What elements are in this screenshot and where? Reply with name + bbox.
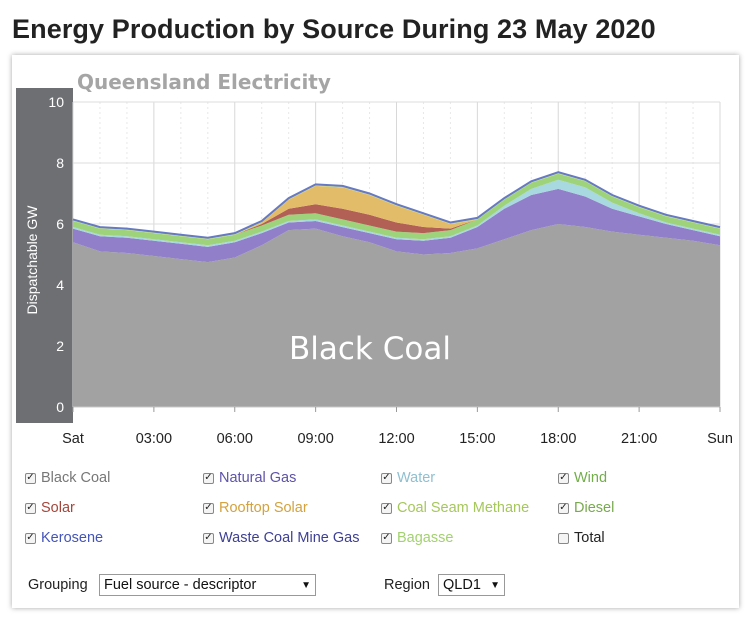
area-rooftop-solar bbox=[73, 173, 720, 240]
area-solar bbox=[73, 173, 720, 240]
grouping-label: Grouping bbox=[28, 577, 88, 593]
x-tick-label: 03:00 bbox=[136, 431, 172, 447]
x-tick-labels: Sat 03:00 06:00 09:00 12:00 15:00 18:00 21:00 Su… bbox=[62, 407, 733, 447]
x-tick-label: 21:00 bbox=[621, 431, 657, 447]
area-natural-gas bbox=[73, 188, 720, 263]
area-black-coal bbox=[73, 224, 720, 407]
legend-item-natural-gas[interactable]: ✓ Natural Gas bbox=[203, 470, 296, 486]
x-tick-label: 06:00 bbox=[217, 431, 253, 447]
legend-label: Natural Gas bbox=[219, 470, 297, 486]
grouping-select[interactable]: Fuel source - descriptor ▼ bbox=[99, 574, 316, 596]
legend-item-wind[interactable]: ✓ Wind bbox=[558, 470, 607, 486]
x-tick-label: 15:00 bbox=[459, 431, 495, 447]
chevron-down-icon: ▼ bbox=[301, 579, 311, 591]
legend-label: Wind bbox=[574, 470, 608, 486]
region-select-value: QLD1 bbox=[443, 577, 481, 593]
legend-item-water[interactable]: ✓ Water bbox=[381, 470, 435, 486]
legend-item-kerosene[interactable]: ✓ Kerosene bbox=[25, 530, 103, 546]
checkbox-icon[interactable]: ✓ bbox=[381, 532, 392, 544]
checkbox-icon[interactable]: ✓ bbox=[203, 502, 214, 514]
x-tick-label: 12:00 bbox=[378, 431, 414, 447]
chevron-down-icon: ▼ bbox=[490, 579, 500, 591]
checkbox-icon[interactable]: ✓ bbox=[381, 502, 392, 514]
legend-item-black-coal[interactable]: ✓ Black Coal bbox=[25, 470, 110, 486]
legend-label: Kerosene bbox=[41, 530, 104, 546]
checkbox-icon[interactable] bbox=[558, 532, 569, 544]
series-areas bbox=[72, 171, 721, 408]
checkbox-icon[interactable]: ✓ bbox=[203, 532, 214, 544]
region-select[interactable]: QLD1 ▼ bbox=[438, 574, 505, 596]
chart-annotation: Black Coal bbox=[289, 331, 451, 367]
chart-title: Queensland Electricity bbox=[77, 70, 331, 94]
legend-label: Bagasse bbox=[397, 530, 454, 546]
legend-label: Solar bbox=[41, 500, 75, 516]
grouping-select-value: Fuel source - descriptor bbox=[104, 577, 257, 593]
checkbox-icon[interactable]: ✓ bbox=[203, 472, 214, 484]
legend-label: Diesel bbox=[574, 500, 615, 516]
checkbox-icon[interactable]: ✓ bbox=[25, 532, 36, 544]
legend-item-coal-seam-methane[interactable]: ✓ Coal Seam Methane bbox=[381, 500, 529, 516]
checkbox-icon[interactable]: ✓ bbox=[558, 472, 569, 484]
total-line bbox=[72, 171, 721, 239]
checkbox-icon[interactable]: ✓ bbox=[25, 502, 36, 514]
y-axis-label: Dispatchable GW bbox=[24, 205, 40, 315]
y-tick-label: 4 bbox=[56, 277, 64, 293]
legend-item-total[interactable]: Total bbox=[558, 530, 605, 546]
legend-item-bagasse[interactable]: ✓ Bagasse bbox=[381, 530, 453, 546]
y-tick-label: 8 bbox=[56, 155, 64, 171]
chart-panel: Queensland Electricity Dispatchable GW 0… bbox=[12, 55, 739, 608]
legend-label: Waste Coal Mine Gas bbox=[219, 530, 360, 546]
legend-item-waste-coal-mine-gas[interactable]: ✓ Waste Coal Mine Gas bbox=[203, 530, 359, 546]
checkbox-icon[interactable]: ✓ bbox=[381, 472, 392, 484]
legend-label: Water bbox=[397, 470, 436, 486]
checkbox-icon[interactable]: ✓ bbox=[25, 472, 36, 484]
stacked-area-chart: Queensland Electricity Dispatchable GW 0… bbox=[16, 70, 733, 447]
y-tick-label: 2 bbox=[56, 338, 64, 354]
legend-label: Black Coal bbox=[41, 470, 111, 486]
legend-item-diesel[interactable]: ✓ Diesel bbox=[558, 500, 614, 516]
x-tick-label: 18:00 bbox=[540, 431, 576, 447]
legend-item-solar[interactable]: ✓ Solar bbox=[25, 500, 75, 516]
page-title: Energy Production by Source During 23 Ma… bbox=[12, 14, 656, 44]
y-axis-band bbox=[16, 88, 73, 423]
y-tick-label: 10 bbox=[48, 94, 64, 110]
x-tick-label: Sat bbox=[62, 431, 84, 447]
y-tick-label: 6 bbox=[56, 216, 64, 232]
legend-label: Rooftop Solar bbox=[219, 500, 308, 516]
legend-label: Total bbox=[574, 530, 605, 546]
y-tick-label: 0 bbox=[56, 399, 64, 415]
y-tick-labels: 0 2 4 6 8 10 bbox=[48, 94, 64, 415]
x-tick-label: Sun bbox=[707, 431, 733, 447]
x-tick-label: 09:00 bbox=[297, 431, 333, 447]
legend-label: Coal Seam Methane bbox=[397, 500, 530, 516]
legend-item-rooftop-solar[interactable]: ✓ Rooftop Solar bbox=[203, 500, 308, 516]
checkbox-icon[interactable]: ✓ bbox=[558, 502, 569, 514]
region-label: Region bbox=[384, 577, 430, 593]
